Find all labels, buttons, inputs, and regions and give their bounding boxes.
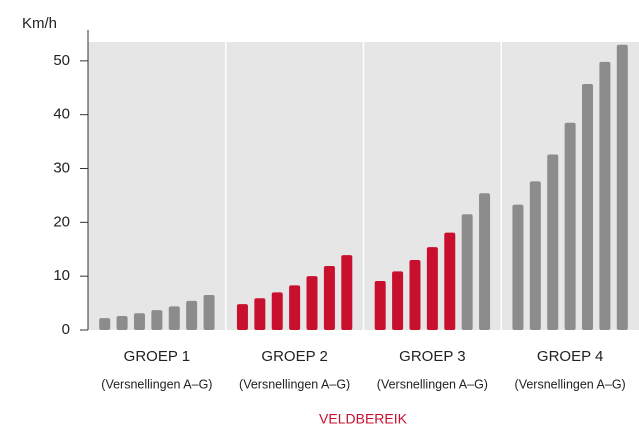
bar [599,61,611,330]
group-label: GROEP 3 [399,348,465,365]
y-tick-label: 40 [53,106,70,123]
group-sublabel: (Versnellingen A–G) [101,377,212,391]
bar [512,204,524,330]
group-label: GROEP 4 [537,348,603,365]
y-tick-label: 0 [62,321,70,338]
group-sublabel: (Versnellingen A–G) [515,377,626,391]
bar [306,276,318,330]
bar [444,232,456,330]
group-sublabel: (Versnellingen A–G) [239,377,350,391]
bar [151,310,163,330]
bar [547,154,559,330]
annotation: VELDBEREIK [319,411,408,427]
bar [392,271,404,330]
bar [236,304,248,330]
group-sublabel: (Versnellingen A–G) [377,377,488,391]
bar [479,193,491,330]
group-label: GROEP 2 [261,348,327,365]
bar [289,285,301,330]
bar [323,265,335,330]
bar [616,44,628,330]
bar [529,181,541,330]
y-tick-label: 30 [53,159,70,176]
bar [341,255,353,330]
bar [116,316,128,330]
bar [133,313,145,330]
bar [186,300,198,330]
bar [409,260,421,330]
y-tick-label: 50 [53,52,70,69]
bar [374,281,386,330]
bar [564,122,576,330]
bar [461,214,473,330]
bar [99,318,111,330]
bar [582,83,594,330]
y-tick-label: 10 [53,267,70,284]
y-tick-label: 20 [53,213,70,230]
bar [168,306,180,330]
bar [254,298,266,330]
bar [203,295,215,330]
bar [271,292,283,330]
bar [426,247,438,330]
group-label: GROEP 1 [124,348,190,365]
y-axis-label: Km/h [22,15,57,32]
